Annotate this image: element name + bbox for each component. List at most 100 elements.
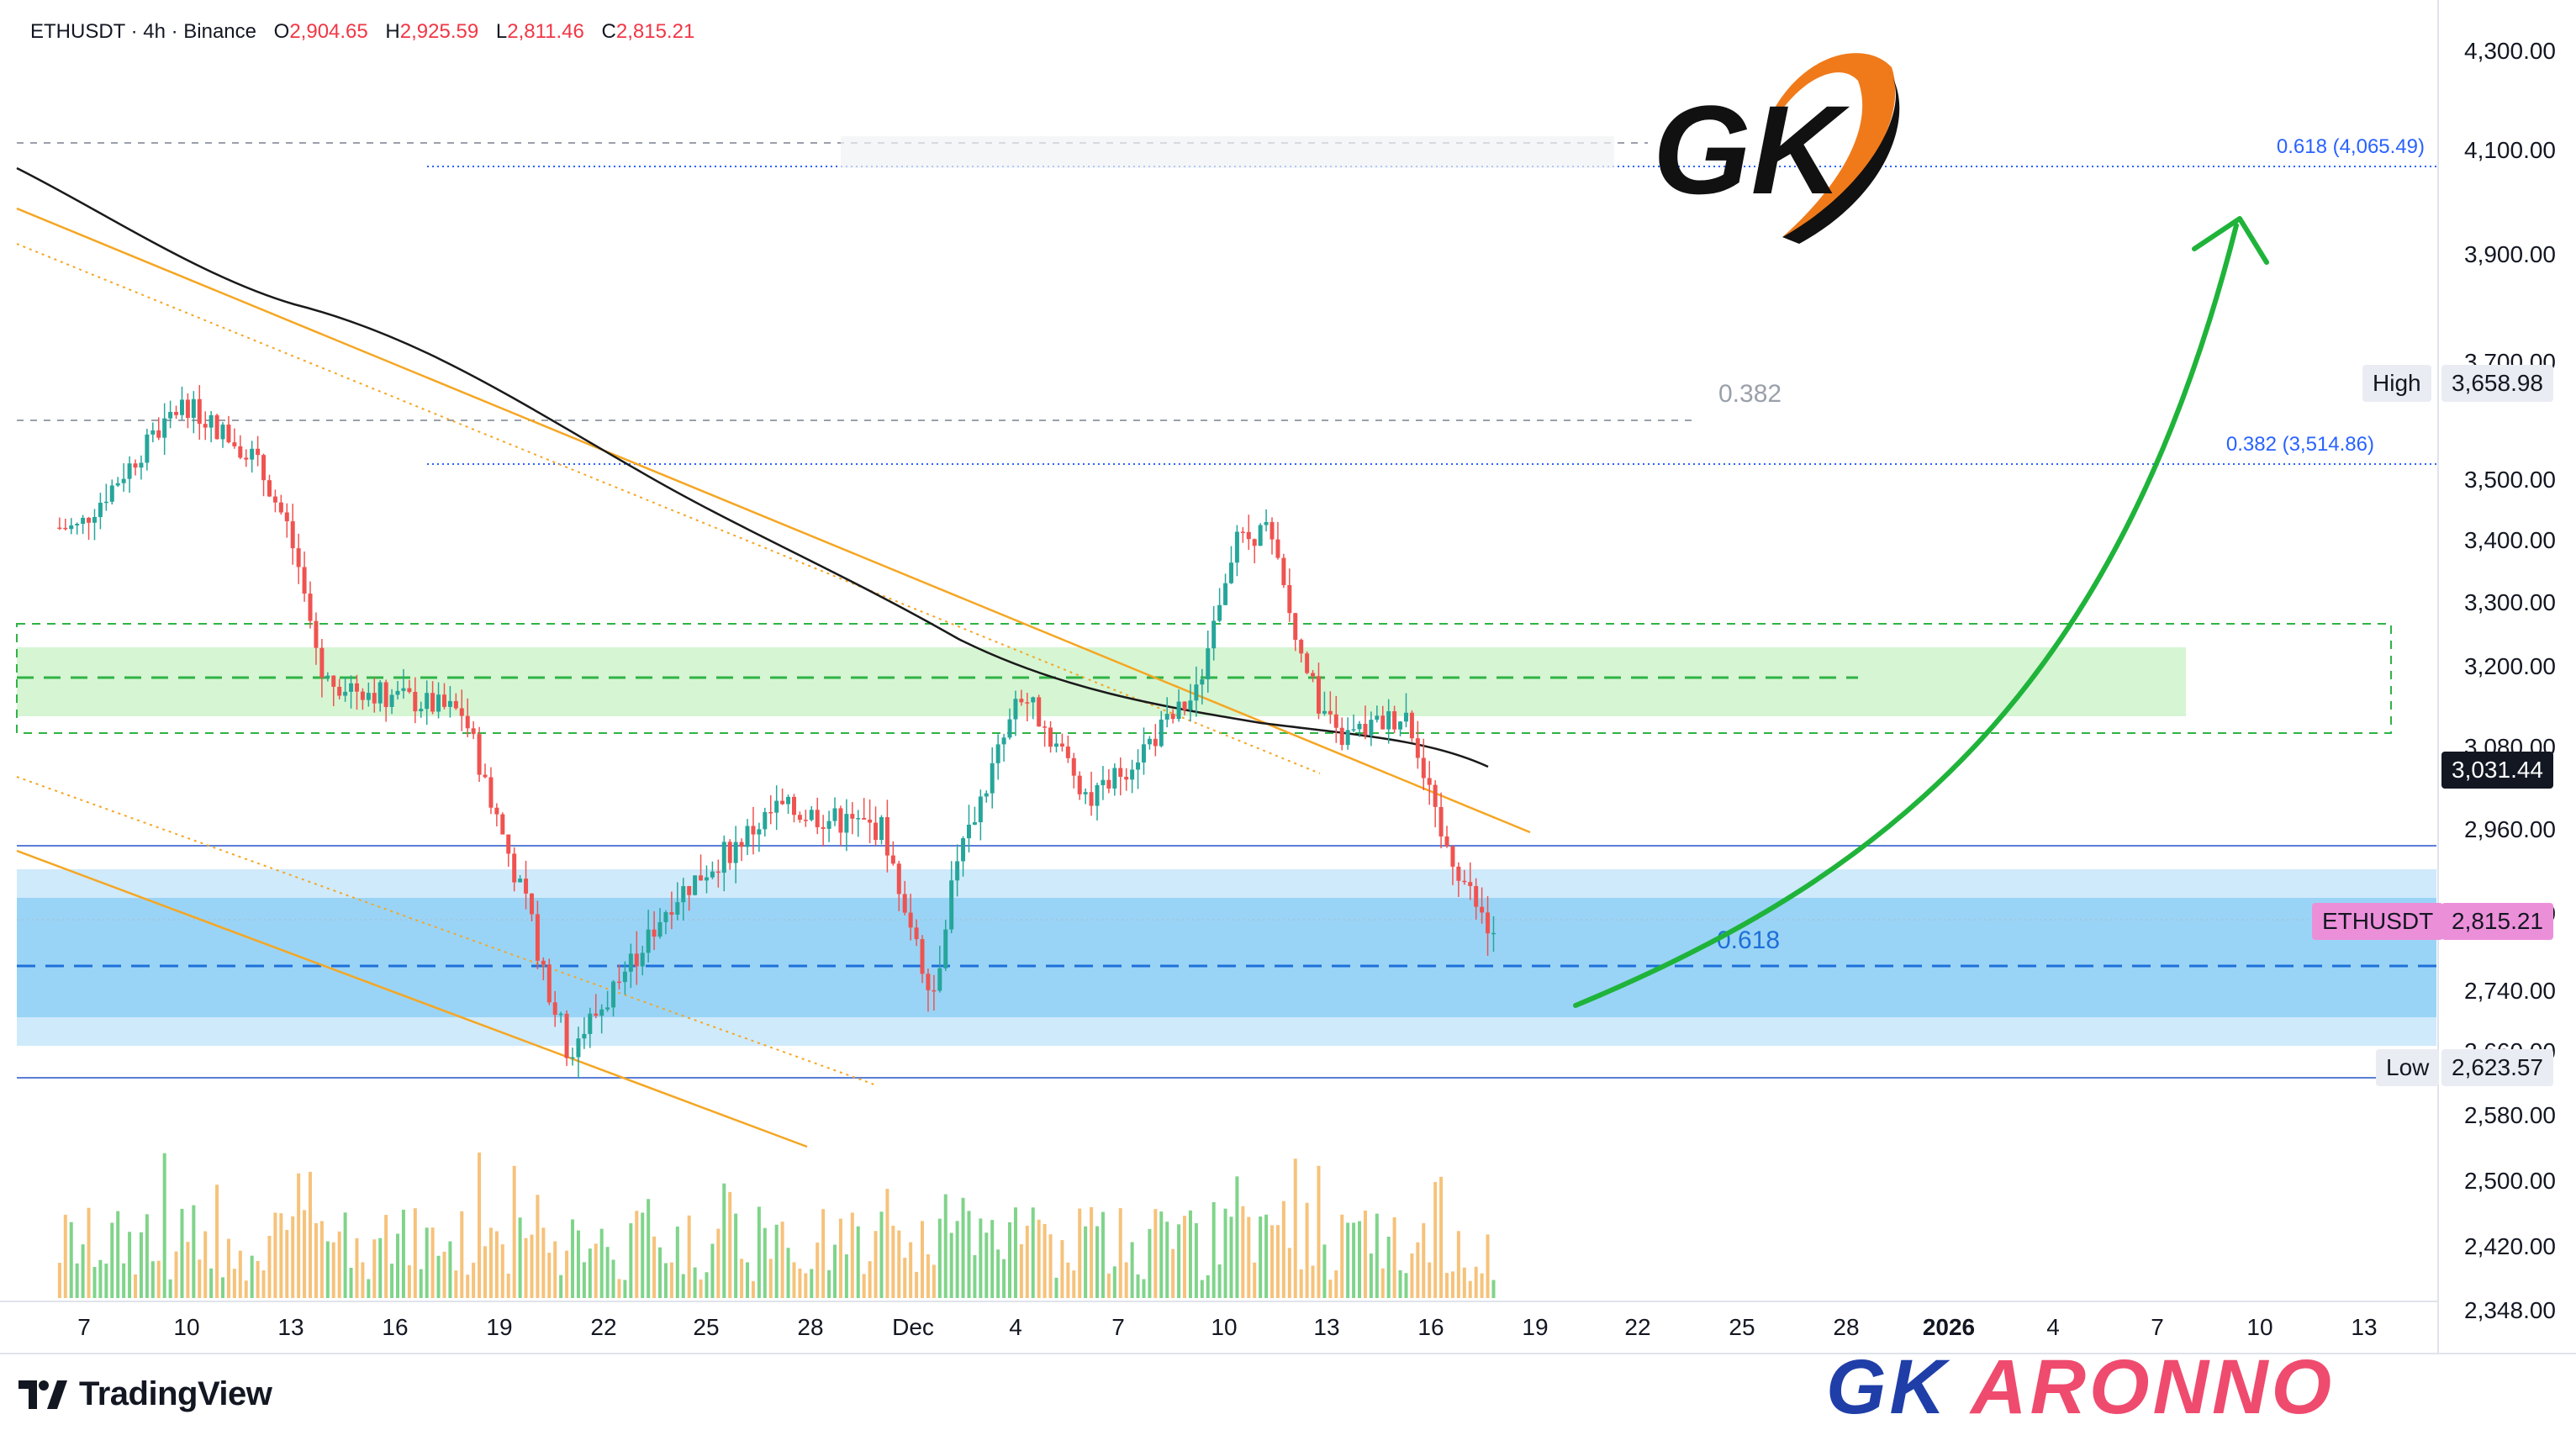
volume-bar [1416,1242,1420,1298]
candle-body [1380,715,1386,730]
volume-bar [1392,1217,1396,1298]
volume-bar [1106,1273,1111,1298]
candle-body [1065,746,1070,758]
candle-body [803,820,808,821]
projection-arrowhead [2192,216,2269,265]
volume-bar [652,1236,657,1298]
candle-body [640,953,645,967]
candle-body [1153,738,1158,747]
volume-bar [226,1238,230,1298]
volume-bar [1013,1207,1017,1298]
volume-bar [716,1228,721,1298]
candle-body [1409,712,1414,739]
tradingview-text: TradingView [79,1375,272,1412]
candle-body [1124,776,1129,780]
volume-bar [553,1241,557,1298]
volume-bar [768,1259,773,1298]
candle-body [1386,711,1391,730]
volume-bar [1380,1268,1385,1298]
candle-body [366,693,371,700]
volume-bar [1486,1234,1490,1298]
volume-bar [303,1210,307,1298]
candle-body [1217,604,1222,621]
candle-body [634,953,639,967]
volume-bar [1352,1222,1356,1298]
volume-bar [1031,1207,1035,1298]
candle-body [920,939,925,974]
y-tick-label: 3,900.00 [2464,241,2556,267]
volume-bar [1072,1270,1076,1298]
candle-body [115,483,120,486]
volume-bar [705,1272,709,1298]
volume-bar [658,1247,662,1298]
x-tick-label: 28 [797,1314,823,1340]
volume-bar [1078,1208,1082,1298]
volume-bar [774,1224,779,1298]
candle-body [774,800,779,813]
candle-body [1206,648,1211,680]
candle-body [564,1013,569,1058]
volume-bar [186,1242,190,1298]
volume-bar [1398,1269,1402,1298]
candle-body [1031,697,1036,703]
volume-bar [647,1199,651,1298]
volume-bar [1235,1176,1239,1298]
volume-bar [1275,1225,1280,1298]
volume-bar [512,1165,516,1298]
candle-body [349,683,354,692]
candle-body [232,442,237,446]
volume-bar [967,1211,971,1298]
volume-bar [349,1267,353,1298]
volume-bar [641,1212,645,1298]
candle-body [272,496,277,503]
tradingview-logo[interactable]: TradingView [18,1375,272,1413]
blue-618-label: 0.618 [1717,926,1780,954]
volume-bar [1264,1214,1269,1298]
volume-bar [1008,1222,1012,1298]
volume-bar [1043,1223,1047,1298]
tradingview-icon [18,1380,67,1409]
candle-body [1275,539,1280,558]
candle-body [1421,757,1426,778]
volume-bar [943,1194,948,1298]
volume-bar [746,1262,750,1298]
candle-body [605,1007,610,1010]
y-tick-label: 2,420.00 [2464,1233,2556,1259]
projection-arrow [1573,223,2239,1008]
candle-body [1089,792,1094,806]
volume-bar [921,1221,925,1298]
candle-body [314,620,319,648]
candle-body [1223,583,1228,605]
volume-bar [955,1221,959,1298]
candle-body [145,434,150,463]
candle-body [179,399,184,415]
volume-bar [663,1263,668,1298]
y-tick-label: 3,200.00 [2464,653,2556,679]
candle-body [81,517,86,525]
candle-body [1398,721,1403,730]
candle-body [459,708,464,716]
candle-body [594,1013,599,1016]
volume-bar [1375,1213,1379,1298]
candle-body [809,810,814,821]
gk-logo-text: GK [1653,79,1850,220]
candle-body [1043,726,1048,728]
volume-bar [1270,1225,1275,1298]
candle-body [185,399,190,419]
low-value: 2,811.46 [507,20,584,43]
volume-bar [1019,1244,1023,1298]
volume-bar [926,1253,930,1298]
descending-trendline [16,207,1531,834]
volume-bar [582,1262,586,1298]
volume-bar [1456,1231,1460,1298]
close-label: C [601,20,616,43]
candle-body [768,811,773,814]
volume-bar [1433,1181,1438,1298]
candle-body [465,715,470,729]
candle-body [1345,730,1350,746]
candle-body [191,398,196,419]
candle-body [628,953,633,972]
volume-bar [909,1242,913,1298]
y-tick-label: 4,300.00 [2464,38,2556,64]
